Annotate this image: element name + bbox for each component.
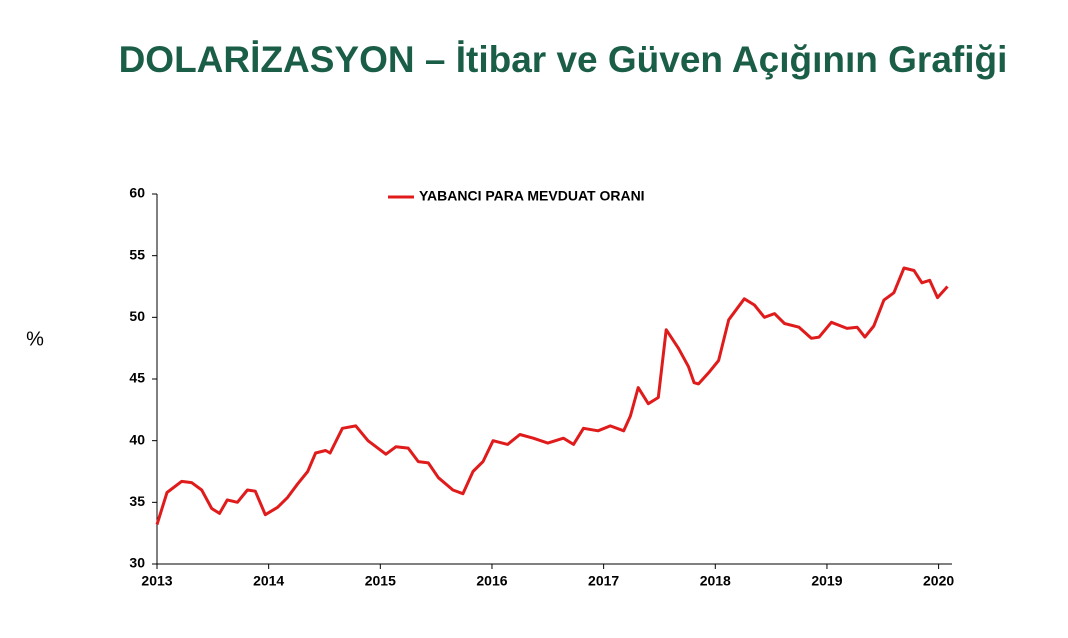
y-tick-label: 30 xyxy=(129,555,145,571)
x-tick-label: 2020 xyxy=(923,573,954,589)
x-tick-label: 2019 xyxy=(811,573,842,589)
chart-title: DOLARİZASYON – İtibar ve Güven Açığının … xyxy=(119,39,1008,80)
x-tick-label: 2018 xyxy=(700,573,731,589)
y-tick-label: 35 xyxy=(129,493,145,509)
y-tick-label: 60 xyxy=(129,185,145,201)
x-tick-label: 2017 xyxy=(588,573,619,589)
data-line xyxy=(155,266,949,525)
x-tick-label: 2015 xyxy=(365,573,396,589)
x-tick-label: 2013 xyxy=(141,573,172,589)
y-tick-label: 50 xyxy=(129,308,145,324)
x-tick-label: 2016 xyxy=(476,573,507,589)
y-axis-label: % xyxy=(26,328,44,350)
x-tick-label: 2014 xyxy=(253,573,284,589)
y-tick-label: 40 xyxy=(129,431,145,447)
y-tick-label: 45 xyxy=(129,370,145,386)
legend-label: YABANCI PARA MEVDUAT ORANI xyxy=(419,188,645,204)
y-tick-label: 55 xyxy=(129,246,145,262)
